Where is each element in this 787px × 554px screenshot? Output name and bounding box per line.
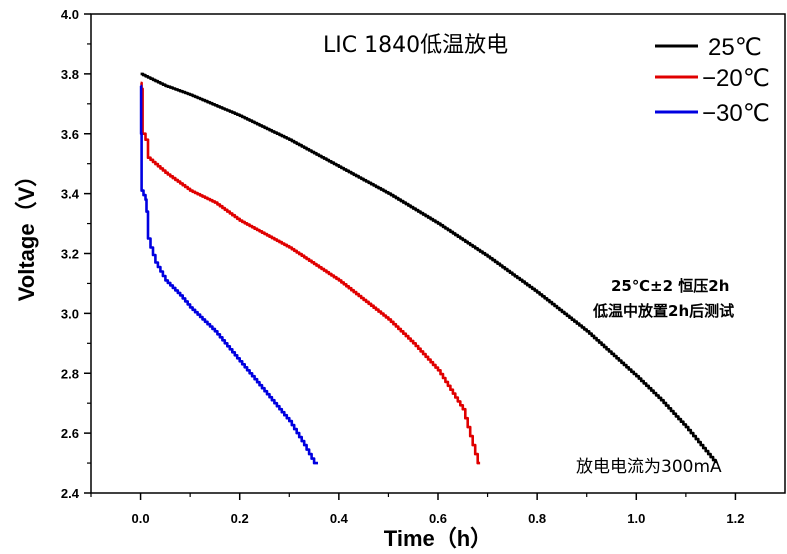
x-tick-label: 0.4	[330, 511, 349, 526]
legend-label-25c: 25℃	[708, 34, 762, 61]
y-tick-label: 2.4	[61, 486, 80, 501]
x-axis-title: Time（h）	[384, 526, 492, 551]
x-tick-label: 0.8	[528, 511, 546, 526]
condition-note-line1: 25℃±2 恒压2h	[611, 277, 729, 295]
y-tick-label: 3.8	[61, 67, 79, 82]
x-tick-label: 1.2	[726, 511, 744, 526]
series-group	[139, 72, 717, 465]
y-tick-label: 4.0	[61, 7, 79, 22]
legend: 25℃ −20℃ −30℃	[655, 34, 770, 127]
x-tick-label: 1.0	[627, 511, 645, 526]
chart-title: LIC 1840低温放电	[323, 33, 508, 58]
x-tick-label: 0.0	[132, 511, 150, 526]
y-axis: 2.4 2.6 2.8 3.0 3.2 3.4 3.6 3.8 4.0	[61, 7, 91, 501]
current-note: 放电电流为300mA	[576, 457, 722, 477]
series-line-1	[140, 81, 481, 465]
y-tick-label: 2.6	[61, 426, 79, 441]
x-tick-label: 0.6	[429, 511, 447, 526]
legend-label-minus20c: −20℃	[702, 65, 770, 92]
y-tick-label: 3.4	[61, 187, 80, 202]
y-tick-label: 3.0	[61, 306, 79, 321]
condition-note-line2: 低温中放置2h后测试	[592, 302, 734, 320]
y-tick-label: 3.2	[61, 247, 79, 262]
x-axis: 0.0 0.2 0.4 0.6 0.8 1.0 1.2	[90, 493, 744, 526]
legend-label-minus30c: −30℃	[702, 100, 770, 127]
y-axis-title: Voltage（V）	[14, 165, 39, 302]
y-tick-label: 3.6	[61, 127, 79, 142]
series-line-2	[139, 84, 318, 465]
series-line-0	[140, 72, 717, 464]
y-tick-label: 2.8	[61, 366, 79, 381]
x-tick-label: 0.2	[231, 511, 249, 526]
